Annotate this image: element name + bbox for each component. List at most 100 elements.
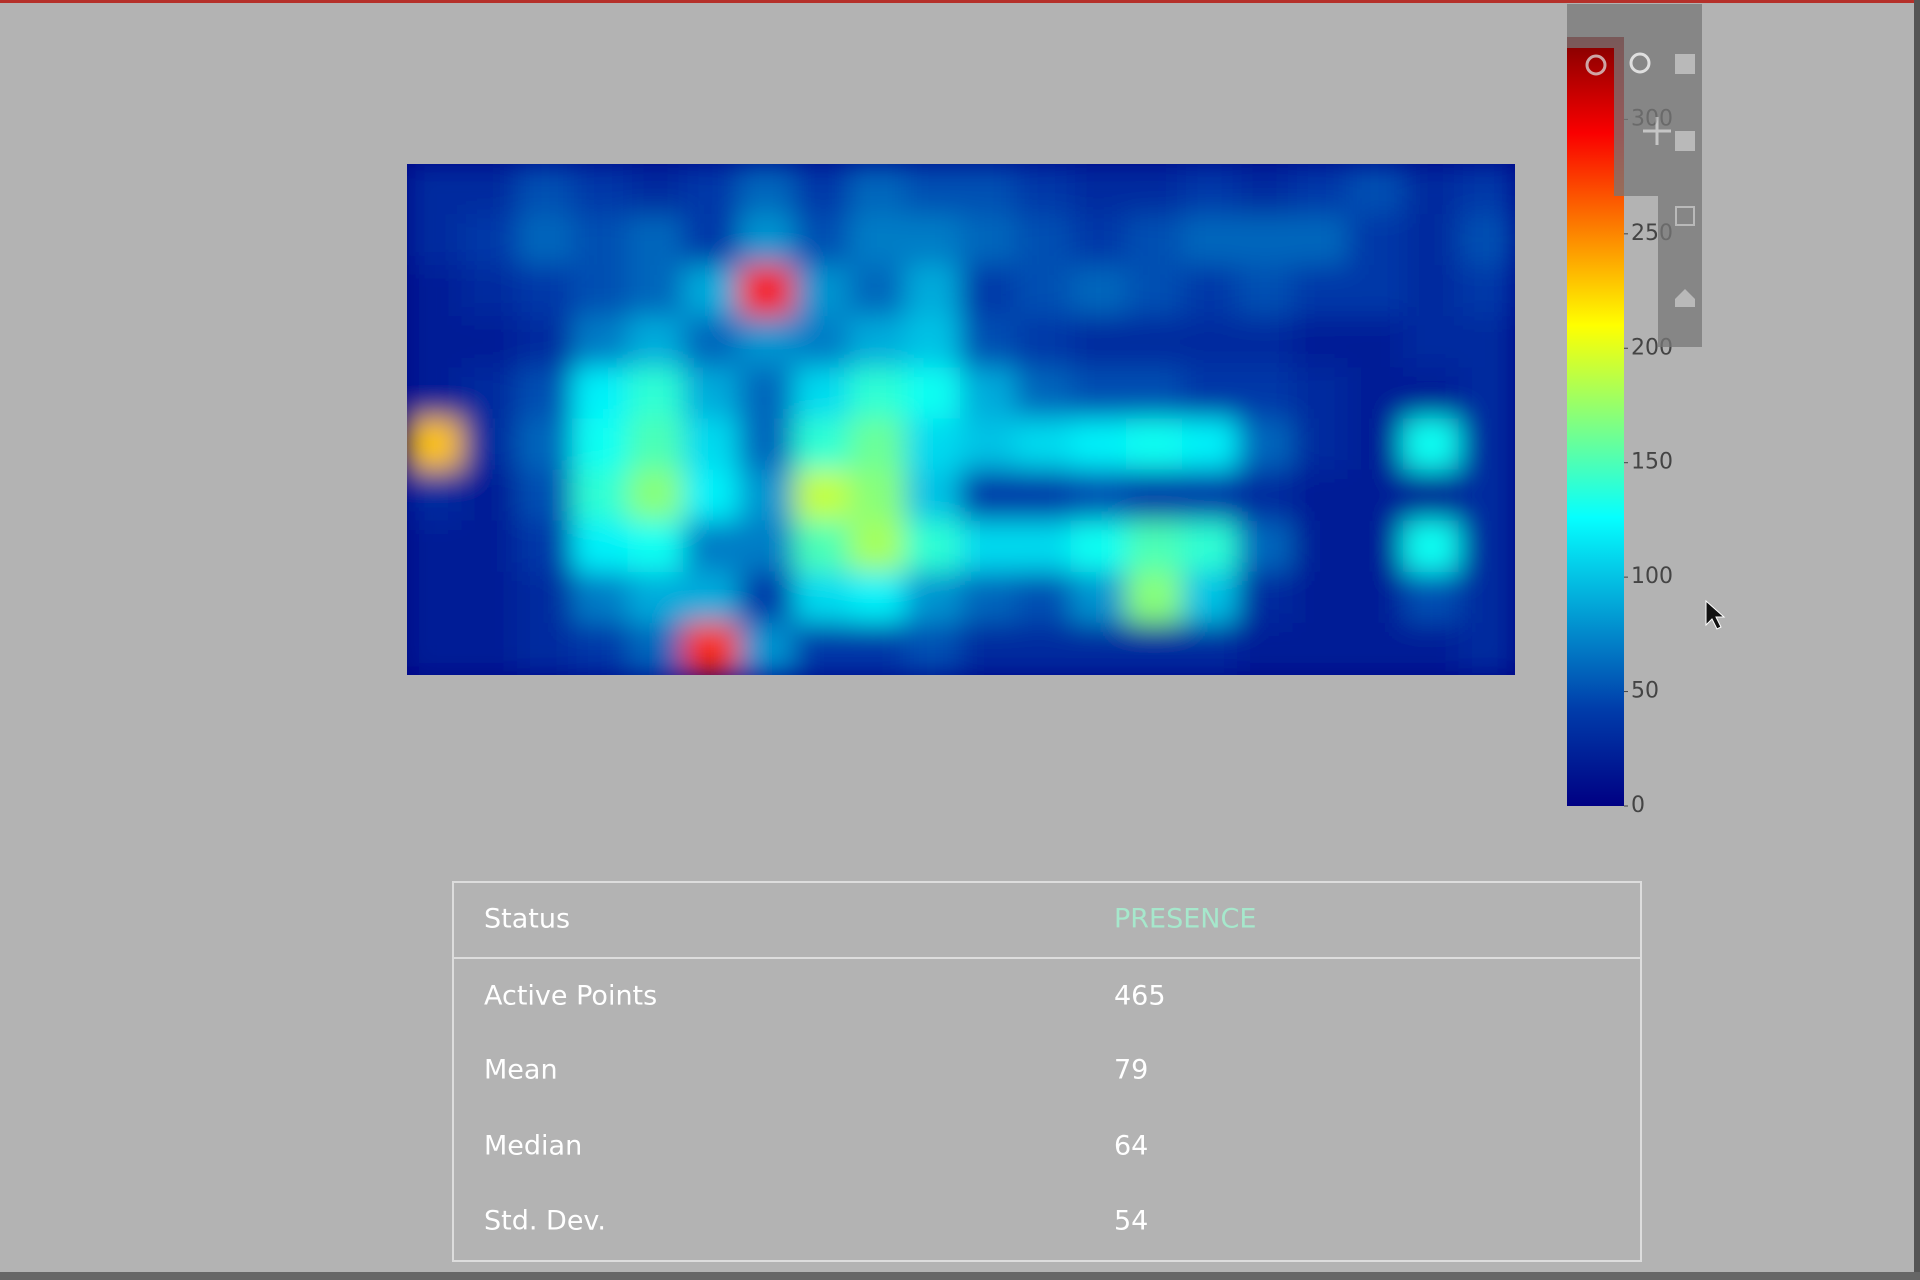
heatmap-cell bbox=[572, 265, 630, 319]
heatmap-cell bbox=[1070, 418, 1129, 472]
heatmap-cell bbox=[461, 469, 519, 523]
heatmap-cell bbox=[572, 214, 630, 268]
heatmap-cell bbox=[1292, 316, 1350, 370]
heatmap-cell bbox=[1237, 622, 1295, 675]
top-bar bbox=[0, 0, 1920, 3]
heatmap-cell bbox=[572, 469, 630, 523]
heatmap-cell bbox=[793, 520, 852, 574]
heatmap-cell bbox=[1015, 418, 1073, 472]
row-value: PRESENCE bbox=[1114, 904, 1256, 935]
heatmap-cell bbox=[627, 520, 685, 574]
heatmap-cell bbox=[683, 622, 741, 675]
heatmap-cell bbox=[1015, 571, 1073, 625]
heatmap-cell bbox=[1458, 622, 1515, 675]
heatmap-cell bbox=[1070, 164, 1129, 217]
heatmap-cell bbox=[572, 622, 630, 675]
heatmap-cell bbox=[1292, 265, 1350, 319]
heatmap-cell bbox=[572, 520, 630, 574]
heatmap-cell bbox=[960, 520, 1018, 574]
heatmap-cell bbox=[1015, 367, 1073, 421]
heatmap-cell bbox=[1292, 367, 1350, 421]
heatmap-cell bbox=[627, 214, 685, 268]
heatmap-cell bbox=[407, 164, 464, 217]
heatmap-cell bbox=[904, 571, 962, 625]
heatmap-cell bbox=[1237, 520, 1295, 574]
row-value: 54 bbox=[1114, 1206, 1148, 1237]
heatmap-cell bbox=[627, 164, 685, 217]
heatmap-cell bbox=[1126, 367, 1184, 421]
heatmap-cell bbox=[738, 164, 796, 217]
heatmap-cell bbox=[1181, 469, 1239, 523]
heatmap-cell bbox=[461, 367, 519, 421]
heatmap-cell bbox=[793, 265, 852, 319]
heatmap-cell bbox=[1347, 418, 1406, 472]
zoom-in-icon[interactable] bbox=[1675, 54, 1695, 74]
heatmap-cell bbox=[407, 571, 464, 625]
heatmap-cell bbox=[1403, 214, 1461, 268]
heatmap-cell bbox=[516, 214, 575, 268]
heatmap-cell bbox=[1015, 164, 1073, 217]
heatmap-cell bbox=[738, 469, 796, 523]
heatmap-cell bbox=[1237, 265, 1295, 319]
zoom-out-icon[interactable] bbox=[1675, 131, 1695, 151]
heatmap-cell bbox=[1292, 520, 1350, 574]
heatmap-cell bbox=[1403, 367, 1461, 421]
heatmap-cell bbox=[683, 520, 741, 574]
heatmap-cell bbox=[461, 418, 519, 472]
heatmap-cell bbox=[1126, 265, 1184, 319]
heatmap-cell bbox=[1347, 316, 1406, 370]
heatmap-cell bbox=[738, 622, 796, 675]
colorbar-tick-label: 150 bbox=[1631, 450, 1673, 475]
camera-icon[interactable] bbox=[1585, 54, 1607, 76]
heatmap-cell bbox=[461, 316, 519, 370]
pan-icon[interactable] bbox=[1643, 117, 1671, 145]
heatmap bbox=[407, 164, 1515, 675]
heatmap-cell bbox=[1347, 367, 1406, 421]
home-icon[interactable] bbox=[1675, 289, 1695, 307]
heatmap-cell bbox=[1181, 418, 1239, 472]
heatmap-cell bbox=[627, 622, 685, 675]
heatmap-cell bbox=[572, 571, 630, 625]
heatmap-cell bbox=[1458, 265, 1515, 319]
heatmap-cell bbox=[960, 418, 1018, 472]
heatmap-cell bbox=[1070, 571, 1129, 625]
heatmap-cell bbox=[1292, 469, 1350, 523]
heatmap-cell bbox=[1237, 571, 1295, 625]
zoom-icon[interactable] bbox=[1629, 52, 1651, 74]
heatmap-cell bbox=[627, 418, 685, 472]
heatmap-cell bbox=[1237, 367, 1295, 421]
heatmap-cell bbox=[793, 622, 852, 675]
heatmap-cell bbox=[1015, 622, 1073, 675]
heatmap-cell bbox=[904, 622, 962, 675]
heatmap-cell bbox=[1126, 164, 1184, 217]
heatmap-cell bbox=[1126, 520, 1184, 574]
heatmap-cell bbox=[683, 469, 741, 523]
heatmap-cell bbox=[738, 520, 796, 574]
row-value: 79 bbox=[1114, 1055, 1148, 1086]
heatmap-cell bbox=[1292, 214, 1350, 268]
row-label: Status bbox=[484, 904, 570, 935]
heatmap-cell bbox=[516, 164, 575, 217]
heatmap-cell bbox=[461, 265, 519, 319]
heatmap-cell bbox=[1347, 164, 1406, 217]
heatmap-cell bbox=[572, 418, 630, 472]
heatmap-cell bbox=[960, 214, 1018, 268]
heatmap-cell bbox=[1458, 367, 1515, 421]
heatmap-cell bbox=[516, 469, 575, 523]
heatmap-cell bbox=[1403, 520, 1461, 574]
heatmap-cell bbox=[1015, 265, 1073, 319]
heatmap-cell bbox=[1237, 164, 1295, 217]
modebar-bg bbox=[1567, 4, 1702, 48]
heatmap-cell bbox=[849, 622, 907, 675]
heatmap-cell bbox=[461, 622, 519, 675]
heatmap-cell bbox=[960, 164, 1018, 217]
heatmap-cell bbox=[1292, 622, 1350, 675]
heatmap-cell bbox=[1292, 164, 1350, 217]
heatmap-cell bbox=[516, 316, 575, 370]
heatmap-cell bbox=[904, 265, 962, 319]
heatmap-cell bbox=[1181, 316, 1239, 370]
autoscale-icon[interactable] bbox=[1675, 206, 1695, 226]
colorbar-tick-label: 50 bbox=[1631, 679, 1659, 704]
heatmap-cell bbox=[461, 520, 519, 574]
